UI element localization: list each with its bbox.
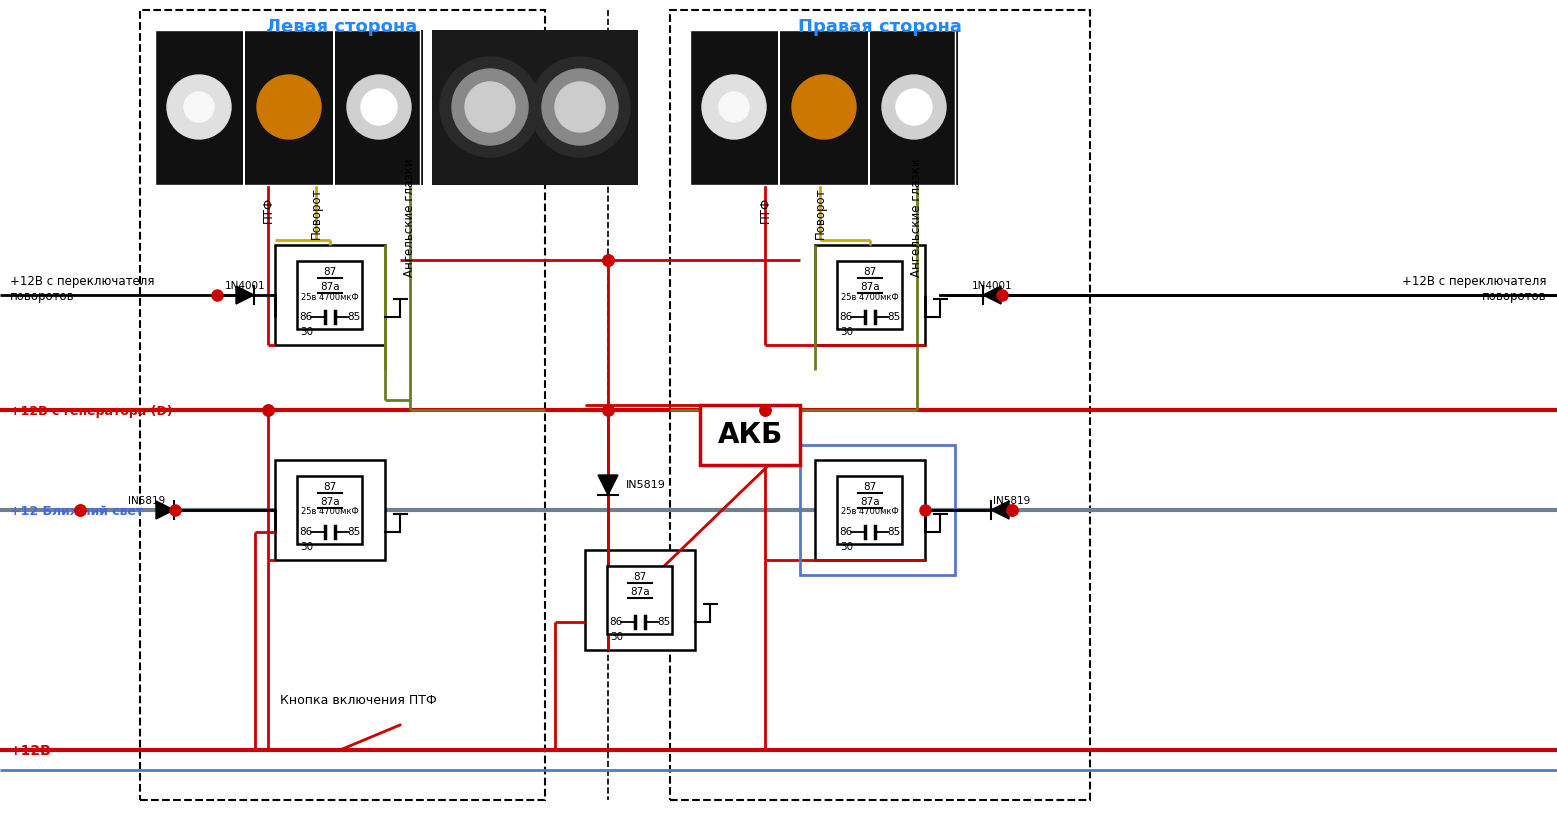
Circle shape — [452, 69, 528, 145]
Circle shape — [347, 75, 411, 139]
Text: +12В: +12В — [9, 744, 51, 758]
Text: 86: 86 — [609, 617, 623, 627]
Bar — [276, 460, 385, 560]
Circle shape — [554, 82, 606, 132]
Bar — [780, 30, 867, 185]
Text: ПТФ: ПТФ — [262, 197, 274, 223]
Bar — [838, 261, 903, 329]
Circle shape — [361, 89, 397, 125]
Text: 86: 86 — [299, 527, 313, 537]
Polygon shape — [156, 501, 174, 519]
Text: +12В с переключателя
поворотов: +12В с переключателя поворотов — [9, 275, 154, 303]
Text: 1N4001: 1N4001 — [224, 281, 265, 291]
Bar — [276, 245, 385, 345]
Circle shape — [167, 75, 230, 139]
Circle shape — [702, 75, 766, 139]
Text: 30: 30 — [301, 542, 313, 552]
Circle shape — [441, 57, 540, 157]
Polygon shape — [990, 501, 1009, 519]
Bar — [431, 30, 548, 185]
Text: IN5819: IN5819 — [128, 496, 165, 506]
Text: 25в 4700мкФ: 25в 4700мкФ — [841, 292, 898, 301]
Bar — [522, 30, 638, 185]
Text: 87: 87 — [324, 267, 336, 277]
Text: 87: 87 — [864, 267, 877, 277]
Text: 87: 87 — [864, 482, 877, 492]
Text: 87: 87 — [324, 482, 336, 492]
Bar — [670, 10, 1090, 800]
Bar — [814, 245, 925, 345]
Circle shape — [529, 57, 631, 157]
Text: 86: 86 — [299, 312, 313, 322]
Circle shape — [257, 75, 321, 139]
Text: 87а: 87а — [859, 497, 880, 507]
Polygon shape — [598, 475, 618, 495]
Text: Ангельские глазки: Ангельские глазки — [403, 159, 417, 278]
Text: 85: 85 — [887, 527, 900, 537]
Text: 87а: 87а — [859, 282, 880, 292]
Bar — [297, 476, 363, 544]
Bar — [701, 405, 800, 465]
Text: 85: 85 — [347, 527, 361, 537]
Text: 25в 4700мкФ: 25в 4700мкФ — [841, 508, 898, 517]
Circle shape — [184, 92, 213, 122]
Text: 30: 30 — [301, 327, 313, 337]
Text: 87а: 87а — [321, 497, 339, 507]
Text: 86: 86 — [839, 527, 853, 537]
Text: 87а: 87а — [321, 282, 339, 292]
Text: Поворот: Поворот — [310, 188, 322, 239]
Text: IN5819: IN5819 — [993, 496, 1031, 506]
Bar — [244, 30, 333, 185]
Text: +12В с генератора (D): +12В с генератора (D) — [9, 405, 173, 418]
Text: 85: 85 — [347, 312, 361, 322]
Bar — [140, 10, 545, 800]
Text: +12 Ближний свет: +12 Ближний свет — [9, 505, 143, 518]
Text: Левая сторона: Левая сторона — [266, 18, 417, 36]
Text: Кнопка включения ПТФ: Кнопка включения ПТФ — [280, 694, 438, 707]
Polygon shape — [982, 286, 1001, 304]
Text: 25в 4700мкФ: 25в 4700мкФ — [301, 292, 358, 301]
Bar — [870, 30, 958, 185]
Bar — [585, 550, 694, 650]
Text: 86: 86 — [839, 312, 853, 322]
Circle shape — [895, 89, 933, 125]
Text: 85: 85 — [887, 312, 900, 322]
Text: 1N4001: 1N4001 — [972, 281, 1012, 291]
Text: 25в 4700мкФ: 25в 4700мкФ — [301, 508, 358, 517]
Bar — [156, 30, 243, 185]
Circle shape — [719, 92, 749, 122]
Bar — [335, 30, 424, 185]
Text: +12В с переключателя
поворотов: +12В с переключателя поворотов — [1403, 275, 1548, 303]
Text: АКБ: АКБ — [718, 421, 783, 449]
Circle shape — [881, 75, 947, 139]
Text: 30: 30 — [841, 542, 853, 552]
Bar — [607, 566, 673, 634]
Bar — [814, 460, 925, 560]
Bar — [690, 30, 954, 185]
Bar — [156, 30, 420, 185]
Bar — [800, 445, 954, 575]
Text: 87а: 87а — [631, 587, 649, 597]
Circle shape — [793, 75, 856, 139]
Text: Поворот: Поворот — [813, 188, 827, 239]
Bar — [690, 30, 778, 185]
Polygon shape — [237, 286, 254, 304]
Text: 85: 85 — [657, 617, 671, 627]
Text: Правая сторона: Правая сторона — [799, 18, 962, 36]
Bar — [838, 476, 903, 544]
Text: IN5819: IN5819 — [626, 480, 666, 490]
Text: 30: 30 — [841, 327, 853, 337]
Circle shape — [466, 82, 515, 132]
Text: 30: 30 — [610, 632, 624, 642]
Text: 87: 87 — [634, 572, 646, 582]
Text: Ангельские глазки: Ангельские глазки — [911, 159, 923, 278]
Circle shape — [542, 69, 618, 145]
Text: ПТФ: ПТФ — [758, 197, 772, 223]
Bar — [297, 261, 363, 329]
